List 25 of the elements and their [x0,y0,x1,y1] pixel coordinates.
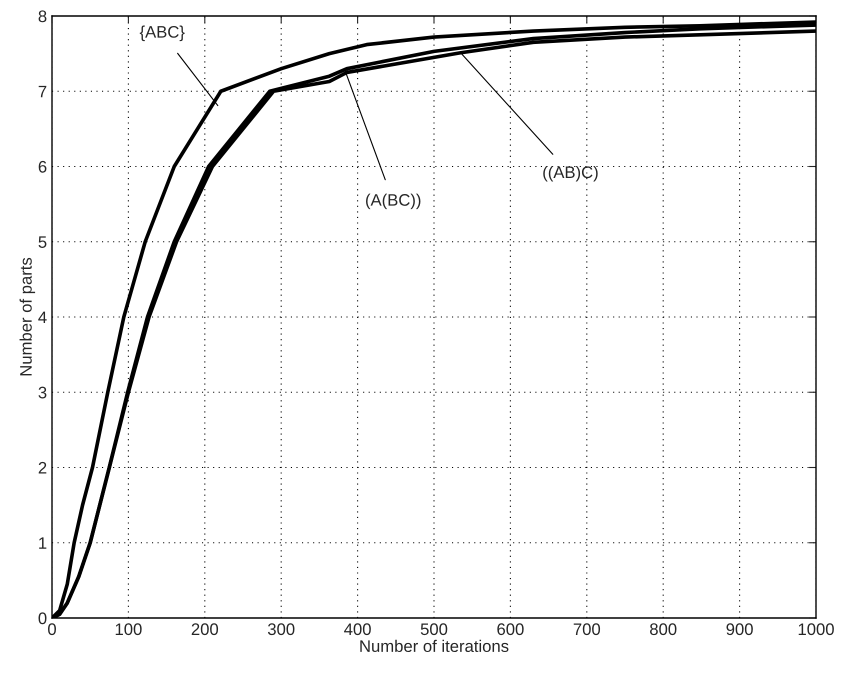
y-tick-label: 1 [39,537,46,549]
x-tick-label: 600 [497,623,524,636]
y-axis-title: Number of parts [20,258,36,376]
annotation: {ABC} [140,26,185,42]
y-tick-label: 6 [38,160,46,173]
x-tick-label: 300 [268,623,294,636]
annotation: ((AB)C) [543,166,598,182]
x-tick-label: 1000 [798,623,834,636]
annotation: (A(BC)) [366,194,420,210]
y-tick-label: 3 [38,386,46,398]
y-tick-label: 8 [38,10,46,22]
y-tick-label: 5 [38,236,46,248]
x-tick-label: 100 [116,623,142,636]
x-tick-label: 0 [48,623,56,636]
y-tick-label: 2 [38,462,46,474]
x-tick-label: 900 [726,623,753,636]
y-tick-label: 7 [38,86,46,98]
x-tick-label: 400 [344,623,371,636]
y-tick-label: 0 [38,612,46,624]
x-tick-label: 500 [420,623,448,636]
x-tick-label: 800 [650,623,676,636]
x-tick-label: 200 [192,623,218,636]
x-axis-title: Number of iterations [360,640,508,652]
x-tick-label: 700 [574,623,600,636]
y-tick-label: 4 [38,312,47,324]
